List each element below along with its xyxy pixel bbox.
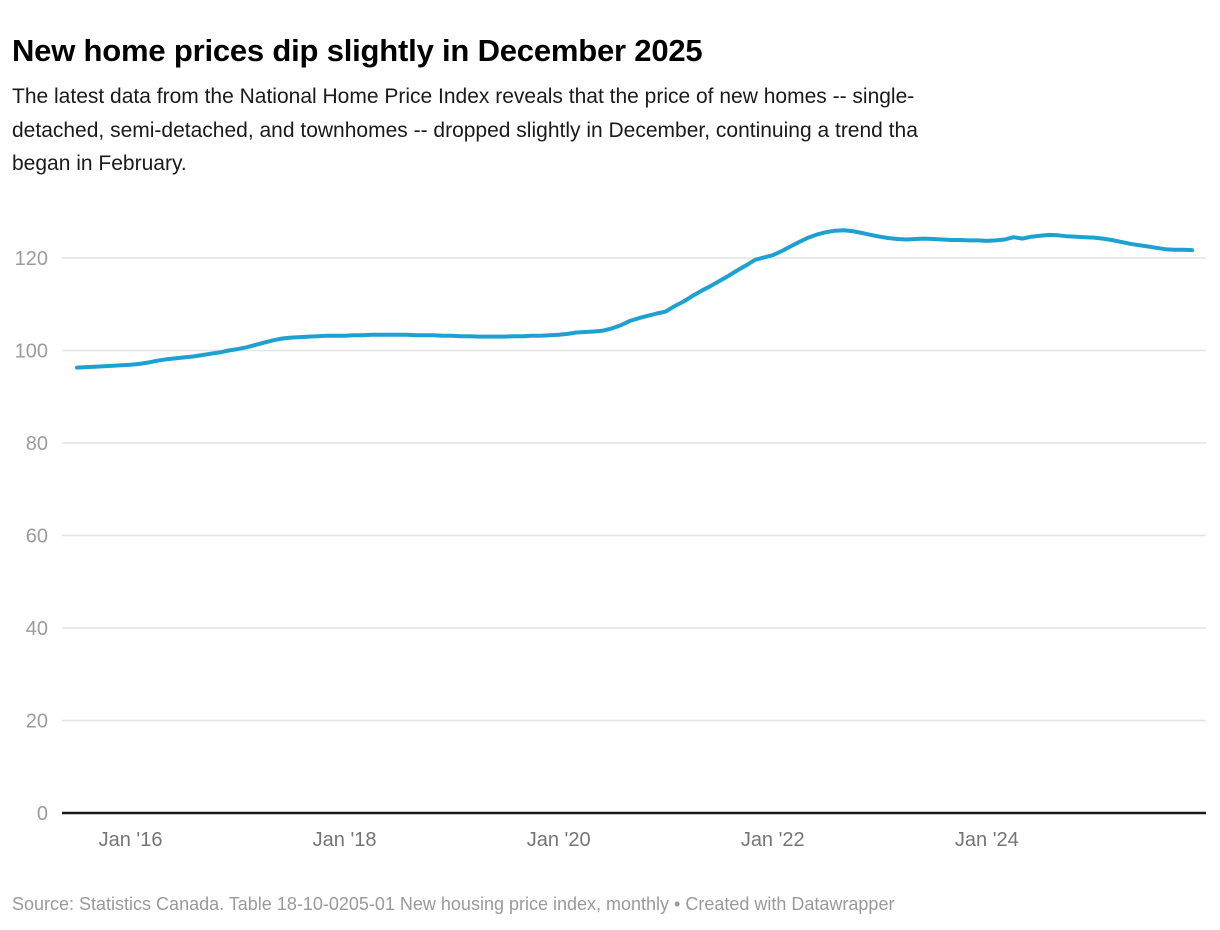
x-tick-label: Jan '16	[99, 829, 163, 851]
subtitle-line-1: The latest data from the National Home P…	[12, 85, 915, 108]
subtitle-line-2: detached, semi-detached, and townhomes -…	[12, 118, 918, 142]
y-tick-label: 120	[15, 248, 48, 270]
price-index-line	[75, 228, 1194, 370]
source-attribution: Source: Statistics Canada. Table 18-10-0…	[12, 894, 895, 914]
chart-subtitle: The latest data from the National Home P…	[12, 80, 1220, 181]
y-tick-label: 80	[26, 433, 48, 455]
x-tick-label: Jan '24	[955, 829, 1019, 851]
x-tick-label: Jan '18	[313, 829, 377, 851]
y-tick-label: 40	[26, 618, 48, 640]
x-tick-label: Jan '20	[527, 829, 591, 851]
y-tick-label: 0	[37, 803, 48, 825]
y-tick-label: 20	[26, 711, 48, 733]
subtitle-line-3: began in February.	[12, 152, 187, 175]
y-tick-label: 100	[15, 341, 48, 363]
nhpi-line-chart: 0 20 40 60 80 100 120 Jan '16 Jan '18 Jan '20 Jan …	[15, 228, 1206, 851]
y-tick-label: 60	[26, 526, 48, 548]
page-title: New home prices dip slightly in December…	[12, 32, 703, 68]
x-tick-label: Jan '22	[741, 829, 805, 851]
